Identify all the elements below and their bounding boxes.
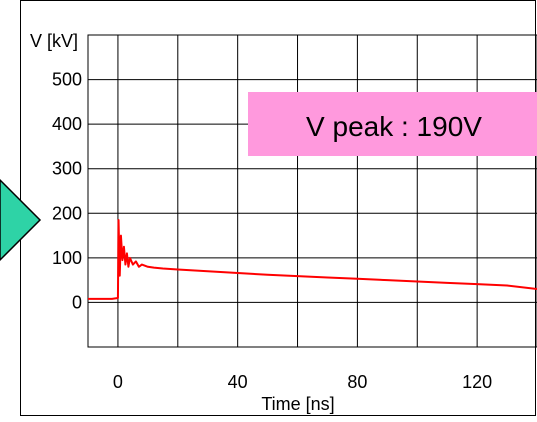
x-axis-label: Time [ns] bbox=[261, 394, 334, 414]
y-axis-label: V [kV] bbox=[30, 31, 78, 51]
x-tick-label: 40 bbox=[228, 372, 248, 392]
x-tick-label: 80 bbox=[347, 372, 367, 392]
y-tick-label: 400 bbox=[52, 114, 82, 134]
y-tick-label: 100 bbox=[52, 248, 82, 268]
plot-border bbox=[87, 34, 537, 348]
y-tick-label: 300 bbox=[52, 159, 82, 179]
chart-frame: 0 100 200 300 400 500 0 40 80 120 V [kV] Time [n… bbox=[20, 0, 537, 417]
y-tick-labels: 0 100 200 300 400 500 bbox=[52, 70, 82, 313]
y-tick-label: 0 bbox=[72, 292, 82, 312]
outer-border bbox=[20, 0, 536, 416]
annotation-box bbox=[248, 92, 537, 156]
arrow-icon bbox=[0, 178, 42, 262]
x-tick-label: 0 bbox=[113, 372, 123, 392]
y-tick-label: 500 bbox=[52, 70, 82, 90]
annotation-text: V peak : 190V bbox=[306, 111, 482, 142]
series bbox=[88, 218, 537, 300]
y-tick-label: 200 bbox=[52, 203, 82, 223]
chart: 0 100 200 300 400 500 0 40 80 120 V [kV] Time [n… bbox=[20, 0, 537, 416]
arrow-shape bbox=[0, 178, 42, 262]
peak-annotation: V peak : 190V bbox=[248, 92, 537, 156]
x-tick-label: 120 bbox=[462, 372, 492, 392]
grid bbox=[88, 35, 537, 347]
x-tick-labels: 0 40 80 120 bbox=[113, 372, 492, 392]
series-line bbox=[88, 218, 537, 300]
